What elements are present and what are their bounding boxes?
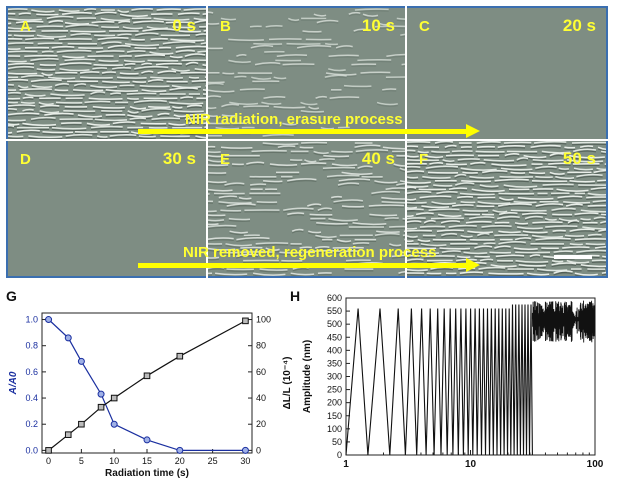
y-right-axis-label: ΔL/L (10⁻⁴) — [282, 357, 293, 410]
data-point — [176, 352, 184, 360]
y-tick-label: 100 — [327, 424, 342, 434]
x-tick-label: 10 — [465, 459, 477, 470]
y-tick-label: 550 — [327, 306, 342, 316]
data-point — [97, 390, 105, 398]
y-left-tick-label: 0.2 — [25, 419, 38, 429]
data-point — [78, 420, 85, 428]
x-tick-label: 25 — [208, 456, 218, 466]
y-right-tick-label: 20 — [256, 419, 266, 429]
series-line-left — [48, 319, 246, 451]
amplitude-trace — [345, 304, 533, 456]
panel-letter: C — [419, 18, 430, 35]
x-tick-label: 15 — [142, 456, 152, 466]
regeneration-process-label: NIR removed, regeneration process — [183, 244, 437, 261]
scale-bar — [554, 255, 592, 259]
data-point — [110, 420, 118, 428]
stripe-texture — [407, 141, 606, 276]
series-line-right — [48, 320, 246, 451]
y-right-tick-label: 60 — [256, 367, 266, 377]
panel-letter: F — [419, 151, 429, 168]
x-tick-label: 100 — [587, 459, 604, 470]
micrograph-panel-c: C 20 s — [407, 8, 606, 139]
divider-vertical-1 — [206, 6, 208, 278]
data-point — [64, 334, 72, 342]
panel-time: 50 s — [562, 149, 596, 168]
panel-h-label: H — [290, 288, 301, 304]
data-point — [241, 446, 249, 454]
chart-h: 0 50 100 150 200 250 300 350 400 450 500 550 600 1 10 1… — [302, 293, 604, 470]
x-tick-label: 30 — [240, 456, 250, 466]
stripe-texture — [8, 8, 206, 139]
panel-time: 30 s — [162, 149, 196, 168]
panel-time: 0 s — [172, 16, 196, 35]
panel-time: 20 s — [562, 16, 596, 35]
y-tick-label: 250 — [327, 385, 342, 395]
y-left-tick-label: 0.6 — [25, 367, 38, 377]
y-tick-label: 0 — [337, 450, 342, 460]
y-left-tick-label: 0.8 — [25, 341, 38, 351]
erasure-process-label: NIR radiation, erasure process — [185, 111, 403, 128]
divider-vertical-2 — [405, 6, 407, 278]
data-point — [45, 447, 52, 454]
x-tick-label: 5 — [79, 456, 84, 466]
x-tick-label: 1 — [343, 459, 349, 470]
y-tick-label: 500 — [327, 319, 342, 329]
y-left-tick-label: 0.0 — [25, 445, 38, 455]
data-point — [242, 317, 249, 325]
data-point — [176, 446, 184, 454]
data-point — [143, 436, 151, 444]
micrograph-panel-a: A 0 s — [8, 8, 206, 139]
x-tick-label: 20 — [175, 456, 185, 466]
micrograph-panel-b: B 10 s — [208, 8, 405, 139]
y-right-tick-label: 100 — [256, 315, 271, 325]
y-tick-label: 300 — [327, 372, 342, 382]
y-tick-label: 400 — [327, 345, 342, 355]
y-right-tick-label: 40 — [256, 393, 266, 403]
panel-letter: B — [220, 18, 231, 35]
erasure-arrow — [138, 124, 480, 138]
divider-horizontal — [6, 139, 608, 141]
y-left-tick-label: 0.4 — [25, 393, 38, 403]
y-tick-label: 200 — [327, 398, 342, 408]
panel-time: 40 s — [361, 149, 395, 168]
micrograph-panel-f: F 50 s — [407, 141, 606, 276]
data-point — [45, 316, 53, 324]
panel-g-label: G — [6, 288, 17, 304]
amplitude-plateau — [531, 300, 596, 343]
y-right-tick-label: 80 — [256, 341, 266, 351]
data-point — [64, 431, 72, 438]
micrograph-panel-e: E 40 s — [208, 141, 405, 276]
panel-letter: D — [20, 151, 31, 168]
y-left-tick-label: 1.0 — [25, 315, 38, 325]
data-point — [110, 394, 118, 402]
x-tick-label: 10 — [109, 456, 119, 466]
stripe-texture — [208, 141, 405, 276]
panel-letter: A — [20, 18, 31, 35]
panel-time: 10 s — [361, 16, 395, 35]
regeneration-arrow — [138, 258, 480, 272]
x-axis-label: Radiation time (s) — [105, 468, 189, 479]
data-point — [77, 357, 85, 365]
y-left-axis-label: A/A0 — [8, 371, 19, 395]
data-point — [97, 403, 105, 411]
y-right-tick-label: 0 — [256, 445, 261, 455]
panel-letter: E — [220, 151, 231, 168]
y-tick-label: 600 — [327, 293, 342, 303]
chart-g: 0 5 10 15 20 25 30 0.0 0.2 0.4 0.6 0.8 1.0 0 20 40 60 80 1… — [8, 312, 293, 479]
y-axis-label: Amplitude (nm) — [302, 340, 313, 413]
y-tick-label: 450 — [327, 332, 342, 342]
y-tick-label: 50 — [332, 437, 342, 447]
y-tick-label: 150 — [327, 411, 342, 421]
micrograph-panel-d: D 30 s — [8, 141, 206, 276]
y-tick-label: 350 — [327, 358, 342, 368]
x-tick-label: 0 — [46, 456, 51, 466]
data-point — [143, 372, 151, 380]
